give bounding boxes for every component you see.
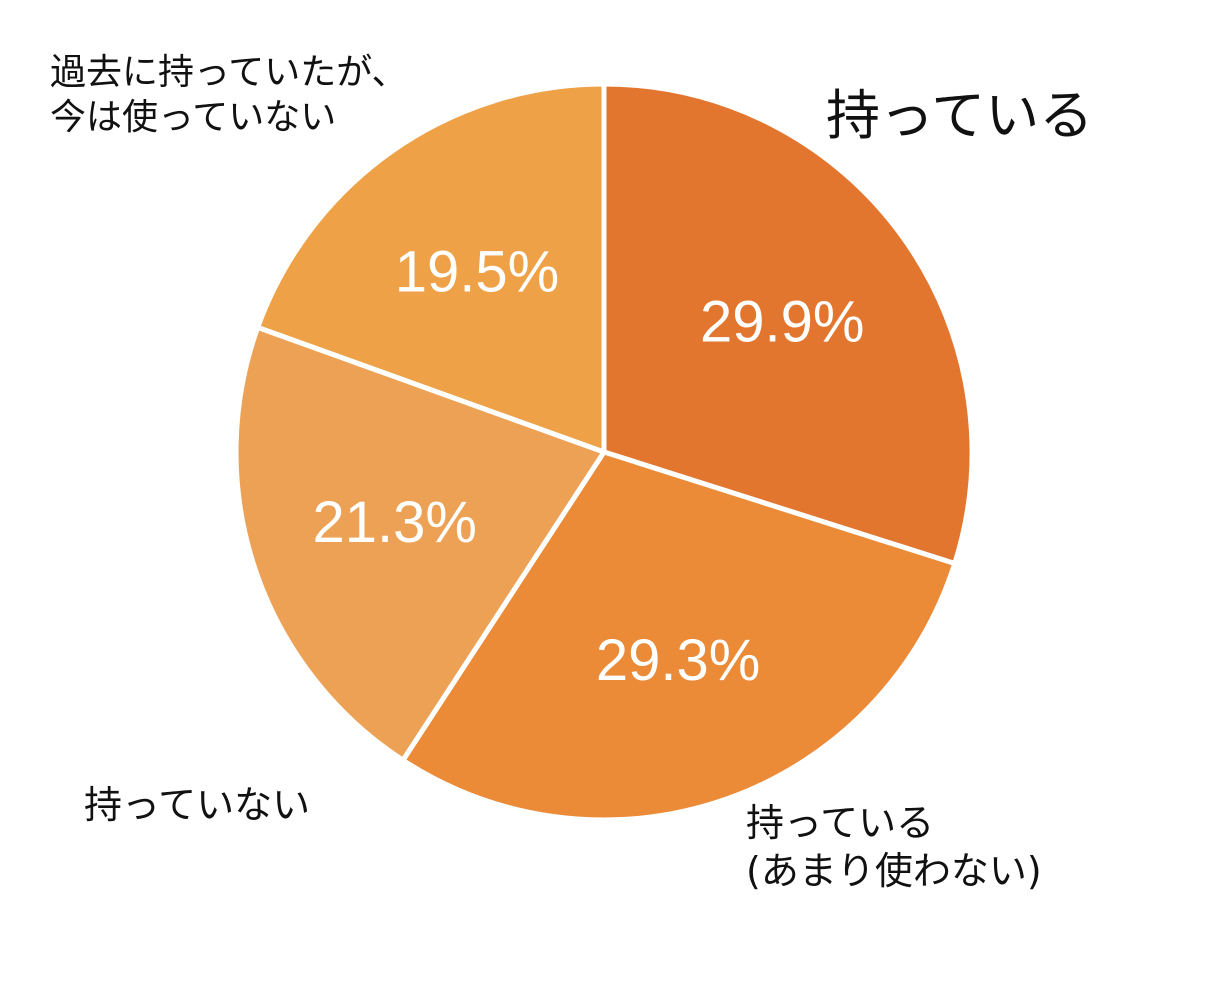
pie-slices xyxy=(233,81,975,823)
pie-slice-have xyxy=(601,81,975,567)
category-label-had-before: 過去に持っていたが、 今は使っていない xyxy=(50,52,408,138)
value-label-have-rarely-use: 29.3% xyxy=(596,628,760,693)
value-label-had-before: 19.5% xyxy=(395,239,559,304)
category-label-do-not-have: 持っていない xyxy=(84,783,311,827)
pie-slice-had-before xyxy=(255,81,607,455)
category-label-have-rarely-use: 持っている (あまり使わない) xyxy=(746,801,1042,893)
pie-slice-do-not-have xyxy=(233,324,607,763)
pie-value-labels: 29.9% 29.3% 21.3% 19.5% xyxy=(312,239,864,693)
category-label-have: 持っている xyxy=(826,84,1094,147)
value-label-do-not-have: 21.3% xyxy=(312,490,476,555)
value-label-have: 29.9% xyxy=(700,290,864,355)
pie-slice-have-rarely-use xyxy=(400,449,958,823)
